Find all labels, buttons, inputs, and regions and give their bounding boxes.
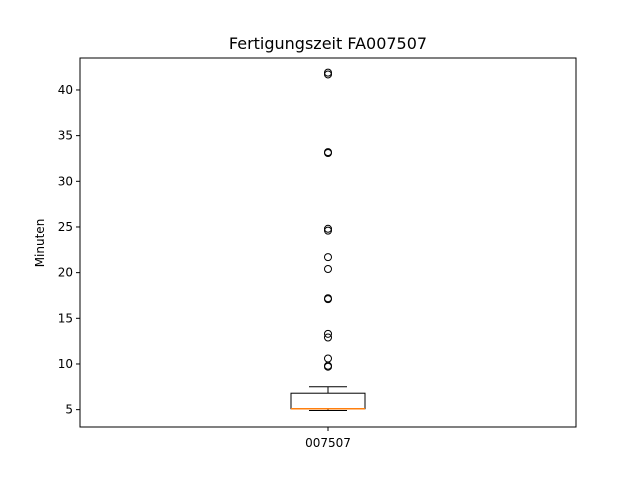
y-tick-label: 20	[58, 266, 73, 280]
outlier-point	[324, 224, 332, 233]
plot-frame	[79, 57, 577, 428]
box-group	[290, 68, 366, 412]
outlier-point	[324, 354, 332, 363]
y-tick-label: 15	[58, 311, 73, 325]
iqr-box	[290, 392, 366, 410]
y-tick-label: 30	[58, 174, 73, 188]
outlier-point	[324, 148, 332, 157]
chart-title: Fertigungszeit FA007507	[229, 34, 427, 53]
outlier-point	[324, 333, 332, 342]
outlier-point	[324, 294, 332, 303]
y-axis-label: Minuten	[33, 219, 47, 268]
y-tick-label: 35	[58, 129, 73, 143]
y-axis: 5 10 15 20 25 30 35 40	[58, 83, 80, 417]
y-tick-label: 25	[58, 220, 73, 234]
y-tick-label: 40	[58, 83, 73, 97]
x-axis: 007507	[305, 427, 351, 450]
outlier-point	[324, 264, 332, 273]
outlier-point	[324, 329, 332, 338]
outlier-point	[324, 253, 332, 262]
y-tick-label: 5	[65, 403, 73, 417]
outlier-point	[324, 68, 332, 77]
y-tick-label: 10	[58, 357, 73, 371]
x-tick-label: 007507	[305, 436, 351, 450]
